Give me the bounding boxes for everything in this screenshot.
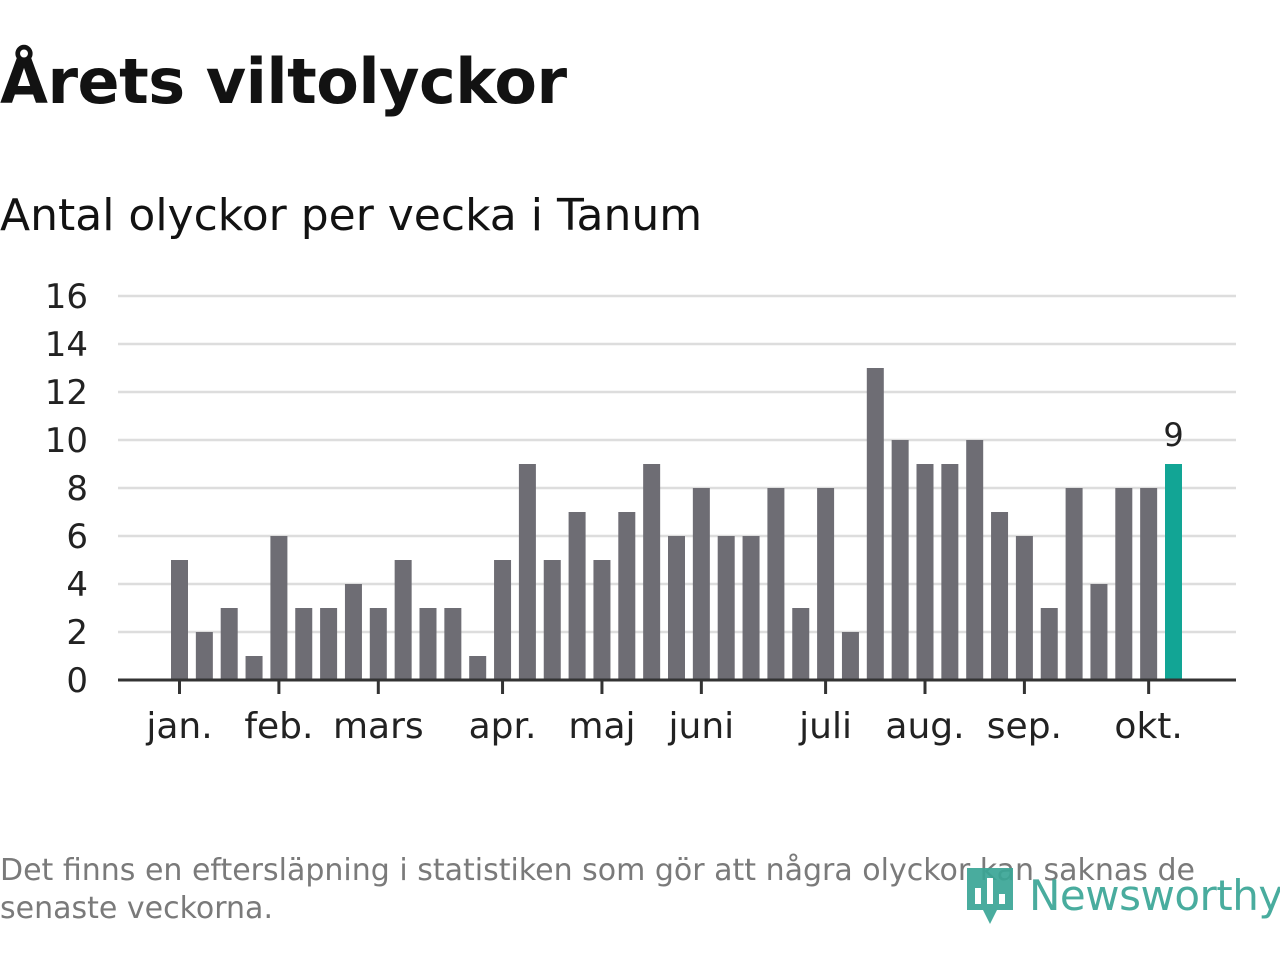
bar bbox=[444, 608, 462, 680]
highlighted-bar bbox=[1165, 464, 1182, 680]
bar bbox=[1115, 488, 1133, 680]
x-tick-label: jan. bbox=[145, 706, 212, 747]
x-tick-label: maj bbox=[568, 706, 635, 747]
bar bbox=[991, 512, 1009, 680]
y-tick-label: 16 bbox=[45, 277, 88, 317]
bar bbox=[1140, 488, 1158, 680]
bar bbox=[593, 560, 611, 680]
x-tick-label: juni bbox=[668, 706, 735, 747]
y-tick-label: 6 bbox=[66, 517, 88, 557]
y-tick-label: 10 bbox=[45, 421, 88, 461]
brand-name: Newsworthy bbox=[1029, 870, 1280, 920]
bars bbox=[171, 368, 1182, 680]
bar bbox=[469, 656, 487, 680]
brand-logo: Newsworthy bbox=[965, 860, 1280, 930]
bar bbox=[767, 488, 785, 680]
bar bbox=[643, 464, 661, 680]
bar bbox=[245, 656, 263, 680]
bar bbox=[891, 440, 909, 680]
y-tick-label: 14 bbox=[45, 325, 88, 365]
bar bbox=[692, 488, 710, 680]
y-tick-label: 12 bbox=[45, 373, 88, 413]
y-tick-label: 0 bbox=[66, 661, 88, 701]
bar bbox=[618, 512, 636, 680]
bar bbox=[1065, 488, 1083, 680]
bar bbox=[195, 632, 213, 680]
bar bbox=[1090, 584, 1108, 680]
bar bbox=[171, 560, 188, 680]
bar bbox=[344, 584, 362, 680]
chart-subtitle: Antal olyckor per vecka i Tanum bbox=[0, 190, 703, 241]
bar bbox=[494, 560, 512, 680]
bar bbox=[841, 632, 859, 680]
newsworthy-logo-icon bbox=[967, 868, 1013, 924]
bar bbox=[518, 464, 536, 680]
bar bbox=[866, 368, 884, 680]
bar bbox=[1015, 536, 1033, 680]
bar bbox=[792, 608, 810, 680]
x-tick-label: juli bbox=[798, 706, 852, 747]
x-axis-tick-labels: jan. feb. mars apr. maj juni juli aug. sep. okt. bbox=[145, 680, 1183, 747]
bar bbox=[717, 536, 735, 680]
x-tick-label: feb. bbox=[244, 706, 313, 747]
chart-title: Årets viltolyckor bbox=[0, 45, 567, 118]
bar bbox=[295, 608, 313, 680]
bar bbox=[916, 464, 934, 680]
bar bbox=[320, 608, 338, 680]
x-tick-label: sep. bbox=[987, 706, 1062, 747]
y-axis-tick-labels: 0 2 4 6 8 10 12 14 16 bbox=[45, 277, 88, 701]
bar bbox=[270, 536, 288, 680]
bar bbox=[668, 536, 685, 680]
bar bbox=[369, 608, 387, 680]
bar bbox=[220, 608, 238, 680]
bar bbox=[742, 536, 760, 680]
bar bbox=[568, 512, 586, 680]
y-tick-label: 4 bbox=[66, 565, 88, 605]
x-tick-label: mars bbox=[333, 706, 424, 747]
bar bbox=[419, 608, 437, 680]
bar bbox=[966, 440, 984, 680]
bar-chart: 0 2 4 6 8 10 12 14 16 jan. feb. mars apr. maj juni jul… bbox=[45, 277, 1236, 747]
x-tick-label: apr. bbox=[469, 706, 537, 747]
bar bbox=[394, 560, 412, 680]
x-tick-label: okt. bbox=[1114, 706, 1182, 747]
x-tick-label: aug. bbox=[885, 706, 964, 747]
data-label: 9 bbox=[1163, 416, 1183, 454]
data-labels: 9 bbox=[1163, 416, 1183, 454]
bar bbox=[817, 488, 835, 680]
y-tick-label: 2 bbox=[66, 613, 88, 653]
bar bbox=[941, 464, 959, 680]
y-tick-label: 8 bbox=[66, 469, 88, 509]
bar bbox=[543, 560, 561, 680]
bar bbox=[1040, 608, 1058, 680]
